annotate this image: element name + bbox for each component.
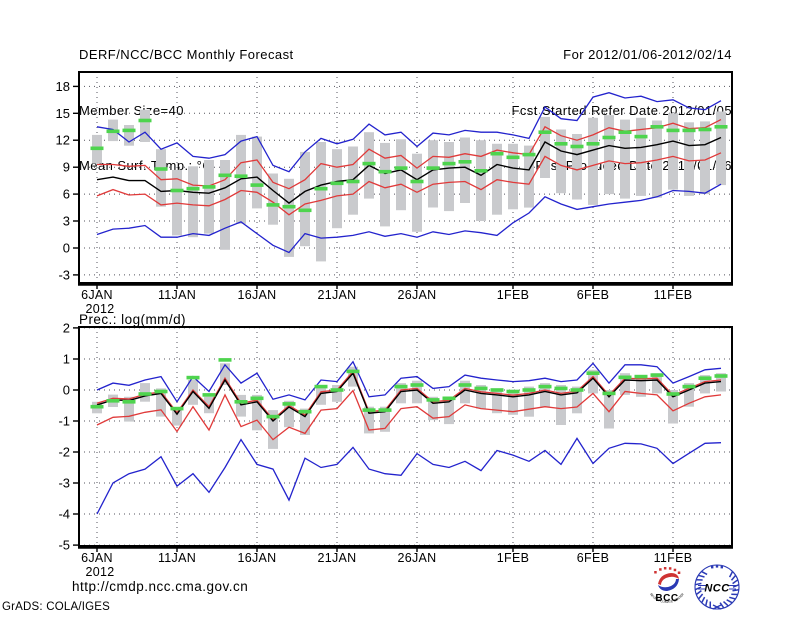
precipitation-frame [78,326,733,547]
svg-text:0: 0 [63,241,70,256]
bcc-swirl-icon [658,573,679,591]
svg-text:21JAN: 21JAN [317,551,356,565]
svg-text:16JAN: 16JAN [237,288,276,302]
ncc-logo-label: NCC [704,583,730,595]
precipitation-green-dash-markers [90,358,728,419]
bcc-logo-circle [643,564,691,608]
svg-text:-3: -3 [58,267,70,282]
svg-text:2012: 2012 [85,565,114,579]
svg-text:12: 12 [56,133,70,148]
precipitation-panel-title: Prec.: log(mm/d) [79,312,186,327]
bcc-logo-label: BCC [655,593,678,604]
ncc-top-marks [711,565,723,569]
mean-surf-temp-member_max-line [96,92,722,173]
mean-surf-temp-spread_lower-line [96,152,722,216]
svg-text:-2: -2 [58,445,70,460]
svg-text:9: 9 [63,160,70,175]
grads-credit-text: GrADS: COLA/IGES [2,601,111,613]
svg-text:2012: 2012 [85,302,114,316]
page-title: DERF/NCC/BCC Monthly Forecast [79,47,294,62]
mean-surf-temp-ensemble_mean-line [96,136,722,204]
svg-text:3: 3 [63,214,70,229]
mean-surf-temp-member_min-line [96,183,722,254]
svg-text:21JAN: 21JAN [317,288,356,302]
bcc-top-arc-marks [654,567,681,574]
svg-text:-1: -1 [58,414,70,429]
svg-text:6FEB: 6FEB [577,288,609,302]
svg-text:11FEB: 11FEB [654,551,693,565]
ncc-logo-circle [694,564,740,610]
precipitation-spread_upper-line [96,370,722,421]
precipitation-member_max-line [96,360,722,404]
svg-text:1: 1 [63,352,70,367]
svg-text:2: 2 [63,320,70,335]
source-url-text: http://cmdp.ncc.cma.gov.cn [72,579,249,594]
svg-text:16JAN: 16JAN [237,551,276,565]
svg-text:6FEB: 6FEB [577,551,609,565]
mean-surf-temp-frame [78,71,733,284]
ncc-bottom-tie [712,604,722,610]
svg-text:-5: -5 [58,538,70,553]
svg-text:-3: -3 [58,476,70,491]
bcc-logo: BCC BEIJING CLIMATE CENTER [643,564,691,608]
mean-surf-temp-green-dash-markers [90,118,728,213]
svg-text:15: 15 [56,106,70,121]
forecast-period-label: For 2012/01/06-2012/02/14 [563,47,732,62]
svg-text:26JAN: 26JAN [397,551,436,565]
precipitation-ensemble_mean-line [96,371,722,422]
mean-surf-temp-spread_upper-line [97,119,722,190]
svg-text:26JAN: 26JAN [397,288,436,302]
ncc-mid-lines [698,585,736,590]
svg-text:11JAN: 11JAN [158,288,196,302]
svg-text:1FEB: 1FEB [497,288,529,302]
svg-text:11JAN: 11JAN [158,551,196,565]
precipitation-member_min-line [96,437,722,515]
svg-text:6: 6 [63,187,70,202]
precipitation-spread_lower-line [96,389,722,441]
svg-text:-4: -4 [58,507,70,522]
svg-text:6JAN: 6JAN [81,551,113,565]
svg-text:1FEB: 1FEB [497,551,529,565]
svg-text:6JAN: 6JAN [81,288,113,302]
ncc-logo: NCC [694,564,740,610]
svg-text:18: 18 [56,79,70,94]
svg-text:11FEB: 11FEB [654,288,693,302]
precipitation-ensemble-spread-bars [92,363,726,449]
svg-text:0: 0 [63,383,70,398]
